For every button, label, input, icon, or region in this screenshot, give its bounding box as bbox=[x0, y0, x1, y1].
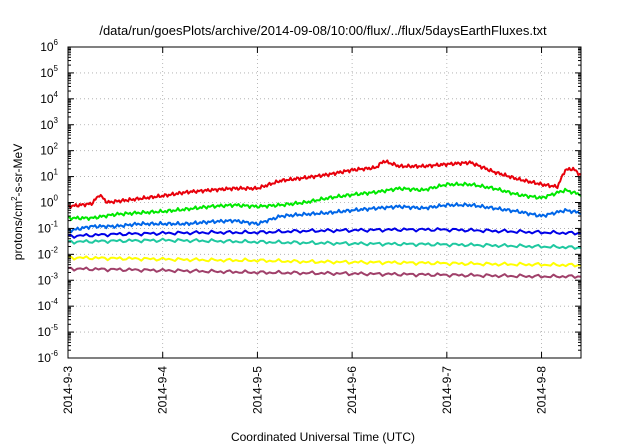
chart-title: /data/run/goesPlots/archive/2014-09-08/1… bbox=[99, 23, 547, 38]
y-tick-base: 10 bbox=[40, 118, 54, 132]
y-tick-exp: -4 bbox=[51, 297, 59, 306]
y-tick-label: 102 bbox=[40, 142, 58, 158]
y-tick-base: 10 bbox=[38, 351, 52, 365]
y-tick-exp: 3 bbox=[54, 116, 59, 125]
y-tick-base: 10 bbox=[38, 221, 52, 235]
y-tick-exp: -1 bbox=[51, 219, 59, 228]
y-tick-label: 101 bbox=[40, 168, 58, 184]
grid-lines bbox=[68, 47, 581, 358]
y-tick-exp: 1 bbox=[54, 168, 59, 177]
y-tick-exp: 4 bbox=[54, 90, 59, 99]
series-line bbox=[67, 266, 582, 279]
y-tick-base: 10 bbox=[40, 196, 54, 210]
x-axis-ticks: 2014-9-3 2014-9-4 2014-9-5 2014-9-6 2014-9-7… bbox=[61, 47, 549, 414]
y-tick-exp: 2 bbox=[54, 142, 59, 151]
series-line bbox=[67, 237, 582, 250]
series-line bbox=[67, 255, 582, 268]
y-tick-base: 10 bbox=[40, 92, 54, 106]
x-tick-label: 2014-9-8 bbox=[535, 366, 549, 414]
y-tick-base: 10 bbox=[38, 273, 52, 287]
y-tick-label: 10-6 bbox=[38, 349, 59, 365]
y-axis-label-rest: -s-sr-MeV bbox=[11, 144, 25, 197]
x-tick-label: 2014-9-4 bbox=[156, 366, 170, 414]
y-tick-label: 10-3 bbox=[38, 271, 59, 287]
series-lines bbox=[67, 159, 582, 279]
y-axis-ticks: 10-610-510-410-310-210-11001011021031041… bbox=[38, 38, 581, 365]
y-tick-label: 106 bbox=[40, 38, 58, 54]
series-line bbox=[67, 181, 582, 221]
y-tick-label: 10-4 bbox=[38, 297, 59, 313]
y-axis-label-base: protons/cm bbox=[11, 201, 25, 260]
series-line bbox=[67, 159, 582, 209]
y-tick-label: 10-5 bbox=[38, 323, 59, 339]
y-tick-label: 10-2 bbox=[38, 245, 59, 261]
series-line bbox=[67, 202, 582, 234]
y-tick-exp: -6 bbox=[51, 349, 59, 358]
y-tick-exp: -2 bbox=[51, 245, 59, 254]
y-tick-label: 104 bbox=[40, 90, 58, 106]
y-tick-base: 10 bbox=[40, 66, 54, 80]
x-tick-label: 2014-9-6 bbox=[345, 366, 359, 414]
y-tick-label: 103 bbox=[40, 116, 58, 132]
y-axis-label: protons/cm2-s-sr-MeV bbox=[10, 144, 25, 260]
series-line bbox=[67, 227, 582, 239]
x-tick-label: 2014-9-3 bbox=[61, 366, 75, 414]
y-tick-exp: -3 bbox=[51, 271, 59, 280]
y-tick-exp: 0 bbox=[54, 194, 59, 203]
y-tick-label: 105 bbox=[40, 64, 58, 80]
x-tick-label: 2014-9-5 bbox=[250, 366, 264, 414]
y-tick-base: 10 bbox=[40, 144, 54, 158]
y-tick-base: 10 bbox=[40, 170, 54, 184]
y-tick-label: 100 bbox=[40, 194, 58, 210]
y-axis-label-exp: 2 bbox=[10, 196, 19, 201]
y-tick-base: 10 bbox=[38, 299, 52, 313]
y-tick-label: 10-1 bbox=[38, 219, 59, 235]
y-tick-exp: -5 bbox=[51, 323, 59, 332]
y-tick-exp: 5 bbox=[54, 64, 59, 73]
y-tick-base: 10 bbox=[40, 40, 54, 54]
y-tick-base: 10 bbox=[38, 325, 52, 339]
x-axis-label: Coordinated Universal Time (UTC) bbox=[231, 430, 415, 444]
y-tick-exp: 6 bbox=[54, 38, 59, 47]
x-tick-label: 2014-9-7 bbox=[440, 366, 454, 414]
y-tick-base: 10 bbox=[38, 247, 52, 261]
